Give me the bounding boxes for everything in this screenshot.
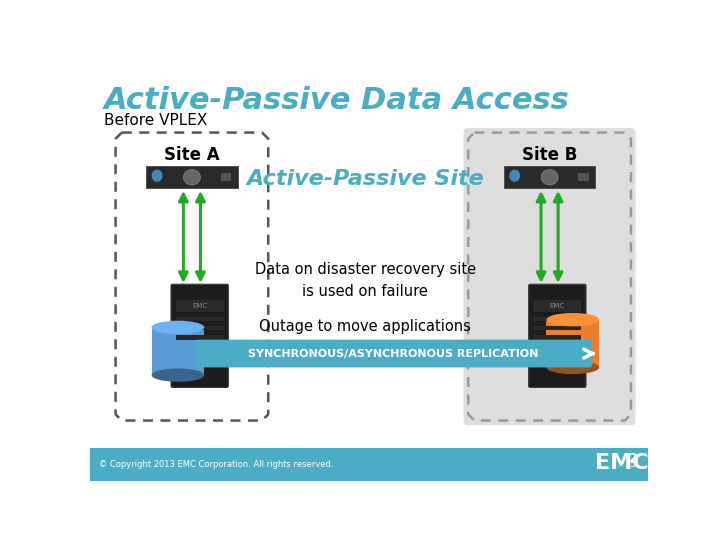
Ellipse shape [152,321,204,334]
Text: © Copyright 2013 EMC Corporation. All rights reserved.: © Copyright 2013 EMC Corporation. All ri… [99,460,334,469]
Bar [578,173,589,181]
Text: EMC: EMC [595,453,649,473]
Bar [176,326,224,330]
Bar [146,166,238,188]
Ellipse shape [546,361,599,374]
Ellipse shape [509,170,520,182]
FancyBboxPatch shape [194,340,593,367]
Bar [90,448,648,481]
Text: Outage to move applications: Outage to move applications [259,319,471,334]
Text: EMC: EMC [550,303,565,309]
Text: Site A: Site A [164,146,220,164]
Ellipse shape [541,170,558,185]
Text: EMC: EMC [192,303,207,309]
Bar [534,316,581,321]
Ellipse shape [184,170,200,185]
Bar [534,335,581,340]
Ellipse shape [546,313,599,326]
Bar [534,326,581,330]
Text: SYNCHRONOUS/ASYNCHRONOUS REPLICATION: SYNCHRONOUS/ASYNCHRONOUS REPLICATION [248,348,539,359]
FancyBboxPatch shape [171,284,228,387]
FancyBboxPatch shape [464,128,636,425]
Text: Active-Passive Site: Active-Passive Site [246,169,484,189]
Ellipse shape [152,170,163,182]
Text: Active-Passive Data Access: Active-Passive Data Access [104,86,570,116]
FancyBboxPatch shape [528,284,586,387]
Bar [504,166,595,188]
Ellipse shape [152,368,204,382]
Text: 35: 35 [625,460,637,469]
Bar [152,327,204,375]
Bar [176,300,224,312]
Bar [220,173,231,181]
Bar [534,300,581,312]
Bar [176,316,224,321]
Bar [176,335,224,340]
Text: Data on disaster recovery site
is used on failure: Data on disaster recovery site is used o… [255,262,476,299]
Text: Before VPLEX: Before VPLEX [104,112,207,127]
Text: 2: 2 [629,452,638,465]
Bar [546,320,599,367]
Text: Site B: Site B [522,146,577,164]
